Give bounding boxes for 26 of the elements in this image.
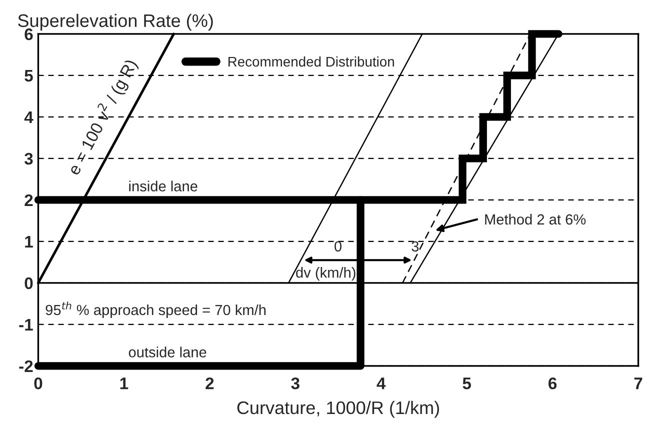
x-tick-label: 6 (548, 377, 557, 390)
x-tick-label: 2 (206, 377, 214, 390)
annotation: outside lane (128, 346, 206, 358)
annotation: dv (km/h) (296, 267, 356, 281)
x-tick-label: 1 (120, 378, 128, 390)
x-tick-label: 7 (634, 378, 642, 390)
annotation: 3 (412, 241, 419, 252)
x-tick-label: 4 (376, 378, 386, 390)
annotation: Method 2 at 6% (485, 214, 586, 225)
y-tick-label: 5 (24, 70, 33, 82)
x-tick-label: 0 (34, 377, 42, 390)
annotation: 95$^{th}$ % approach speed = 70 km/h (46, 302, 266, 318)
x-axis-title: Curvature, 1000/R (1/km) (237, 400, 439, 418)
y-tick-label: -1 (19, 319, 33, 330)
x-tick-label: 5 (462, 378, 472, 390)
annotation: inside lane (129, 180, 198, 192)
y-tick-label: 0 (24, 277, 33, 290)
y-tick-label: -2 (19, 360, 33, 372)
y-tick-label: 3 (24, 152, 33, 165)
legend-label: Recommended Distribution (228, 56, 394, 67)
y-tick-label: 1 (25, 236, 33, 248)
y-tick-label: 4 (24, 112, 34, 123)
y-tick-label: 2 (24, 194, 33, 206)
x-tick-label: 3 (291, 377, 300, 390)
annotation: e = 100 v$^{2}$ / (g R) (64, 57, 140, 178)
annotation: 0 (334, 241, 342, 252)
